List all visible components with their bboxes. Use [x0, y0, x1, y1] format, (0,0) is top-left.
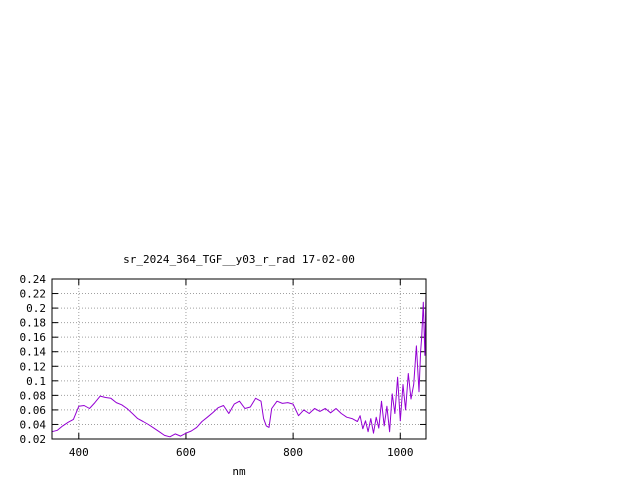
y-tick-label: 0.06 [20, 404, 47, 417]
chart-title: sr_2024_364_TGF__y03_r_rad 17-02-00 [123, 253, 355, 266]
y-tick-label: 0.14 [20, 346, 47, 359]
y-tick-label: 0.08 [20, 389, 47, 402]
x-tick-label: 400 [69, 446, 89, 459]
x-tick-label: 600 [176, 446, 196, 459]
y-tick-label: 0.02 [20, 433, 47, 446]
series-line-0 [51, 293, 427, 438]
tick-labels: 0.020.040.060.080.10.120.140.160.180.20.… [20, 273, 414, 459]
axis-ticks [52, 278, 426, 440]
y-tick-label: 0.18 [20, 317, 47, 330]
grid [52, 279, 426, 439]
y-tick-label: 0.16 [20, 331, 47, 344]
plot-frame [51, 278, 427, 440]
y-tick-label: 0.22 [20, 288, 47, 301]
x-axis-label: nm [232, 465, 246, 478]
y-tick-label: 0.2 [26, 302, 46, 315]
series-group [51, 293, 427, 438]
y-tick-label: 0.1 [26, 375, 46, 388]
y-tick-label: 0.04 [20, 418, 47, 431]
y-tick-label: 0.24 [20, 273, 47, 286]
x-tick-label: 1000 [387, 446, 414, 459]
x-tick-label: 800 [283, 446, 303, 459]
y-tick-label: 0.12 [20, 360, 47, 373]
